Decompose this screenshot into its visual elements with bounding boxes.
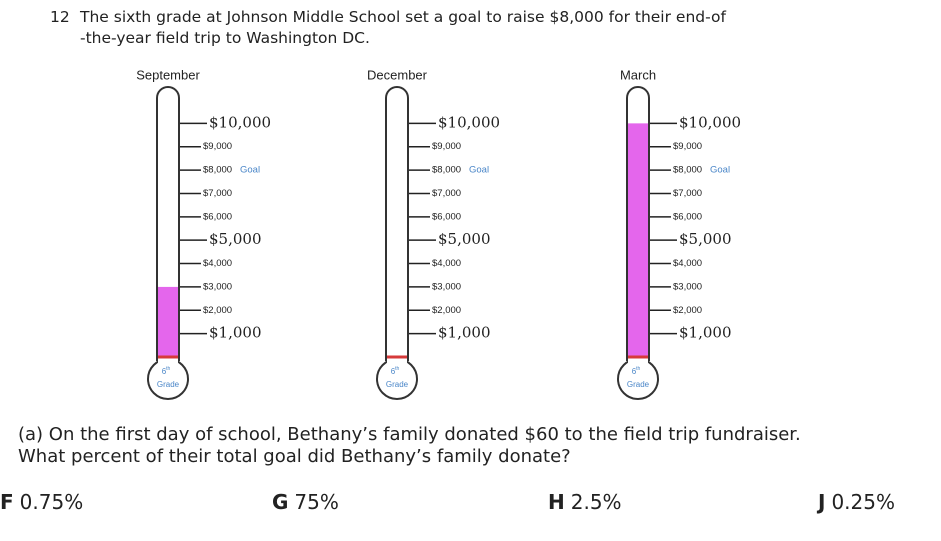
tick-label: $5,000 xyxy=(209,230,262,248)
tick-label: $8,000 xyxy=(673,165,702,176)
option[interactable]: H 2.5% xyxy=(548,490,622,514)
tick-label: $9,000 xyxy=(673,141,702,152)
goal-label: Goal xyxy=(240,165,260,176)
tick-label: $2,000 xyxy=(673,305,702,316)
option-text: 0.75% xyxy=(19,490,84,514)
tick-label: $1,000 xyxy=(679,324,732,342)
bulb-number-suffix: th xyxy=(395,366,399,372)
tick-label: $3,000 xyxy=(432,281,461,292)
option-letter: H xyxy=(548,490,565,514)
bulb-label: Grade xyxy=(386,380,409,389)
bulb-number-digit: 6 xyxy=(632,367,637,376)
tick-label: $6,000 xyxy=(203,211,232,222)
option-text: 2.5% xyxy=(570,490,622,514)
bulb-number-suffix: th xyxy=(636,366,640,372)
option[interactable]: F 0.75% xyxy=(0,490,83,514)
question-number: 12 xyxy=(50,8,70,26)
bulb-number: 6th xyxy=(391,366,400,376)
tick-label: $10,000 xyxy=(209,113,271,131)
tick-label: $4,000 xyxy=(203,258,232,269)
bulb-number-digit: 6 xyxy=(391,367,396,376)
tick-label: $7,000 xyxy=(432,188,461,199)
bulb-label: Grade xyxy=(627,380,650,389)
bulb-label: Grade xyxy=(157,380,180,389)
goal-label: Goal xyxy=(710,165,730,176)
option-text: 75% xyxy=(294,490,339,514)
bulb-number: 6th xyxy=(162,366,171,376)
tick-label: $4,000 xyxy=(432,258,461,269)
fill-level xyxy=(628,123,648,357)
tick-label: $1,000 xyxy=(438,324,491,342)
fill-level xyxy=(158,286,178,357)
part-a-line: What percent of their total goal did Bet… xyxy=(18,446,571,467)
option-letter: G xyxy=(272,490,289,514)
tick-label: $10,000 xyxy=(438,113,500,131)
question-line: The sixth grade at Johnson Middle School… xyxy=(80,8,726,26)
option[interactable]: J 0.25% xyxy=(818,490,895,514)
tick-label: $3,000 xyxy=(203,281,232,292)
tube-gap xyxy=(628,355,648,365)
tick-label: $9,000 xyxy=(203,141,232,152)
option-letter: J xyxy=(818,490,826,514)
bulb-number: 6th xyxy=(632,366,641,376)
question-line: -the-year field trip to Washington DC. xyxy=(80,29,370,47)
part-a-line: (a) On the first day of school, Bethany’… xyxy=(18,424,801,445)
tick-label: $8,000 xyxy=(203,165,232,176)
tick-label: $5,000 xyxy=(438,230,491,248)
tick-label: $9,000 xyxy=(432,141,461,152)
tube-gap xyxy=(387,355,407,365)
tick-label: $4,000 xyxy=(673,258,702,269)
option[interactable]: G 75% xyxy=(272,490,339,514)
tick-label: $3,000 xyxy=(673,281,702,292)
thermometer-title: September xyxy=(136,67,200,82)
thermometers: September6thGrade$10,000$9,000$8,000$7,0… xyxy=(136,67,741,400)
bulb-number-suffix: th xyxy=(166,366,170,372)
goal-label: Goal xyxy=(469,165,489,176)
tick-label: $2,000 xyxy=(432,305,461,316)
tick-label: $6,000 xyxy=(432,211,461,222)
thermometer-title: March xyxy=(620,67,656,82)
tick-label: $1,000 xyxy=(209,324,262,342)
option-text: 0.25% xyxy=(831,490,895,514)
tube-gap xyxy=(158,355,178,365)
tick-label: $6,000 xyxy=(673,211,702,222)
thermometer-title: December xyxy=(367,67,428,82)
tick-label: $2,000 xyxy=(203,305,232,316)
tick-label: $5,000 xyxy=(679,230,732,248)
tick-label: $8,000 xyxy=(432,165,461,176)
tick-label: $10,000 xyxy=(679,113,741,131)
tick-label: $7,000 xyxy=(203,188,232,199)
tube xyxy=(385,86,409,361)
tick-label: $7,000 xyxy=(673,188,702,199)
option-letter: F xyxy=(0,490,14,514)
bulb-number-digit: 6 xyxy=(162,367,167,376)
